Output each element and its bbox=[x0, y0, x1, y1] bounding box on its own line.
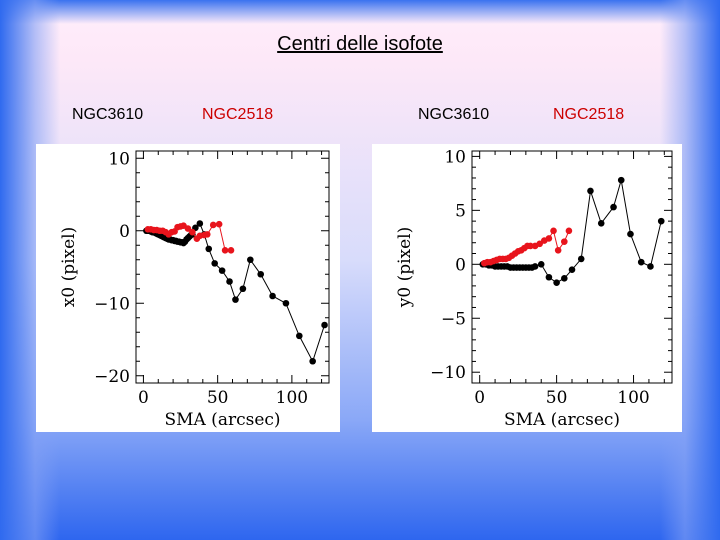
data-point-ngc3610 bbox=[218, 267, 226, 274]
data-point-ngc3610 bbox=[309, 357, 316, 365]
slide-title: Centri delle isofote bbox=[277, 33, 443, 55]
data-point-ngc2518 bbox=[215, 220, 223, 228]
series-line-ngc3610 bbox=[146, 222, 325, 363]
x-tick-label: 50 bbox=[546, 388, 568, 408]
data-point-ngc3610 bbox=[239, 285, 247, 293]
y-tick-label: −20 bbox=[94, 367, 130, 387]
data-point-ngc3610 bbox=[205, 245, 213, 253]
y-tick-label: 10 bbox=[108, 149, 130, 169]
data-point-ngc3610 bbox=[321, 321, 328, 329]
data-point-ngc2518 bbox=[561, 238, 568, 245]
x-tick-label: 100 bbox=[276, 388, 308, 408]
data-point-ngc3610 bbox=[196, 220, 204, 227]
y-tick-label: 0 bbox=[119, 222, 130, 242]
data-point-ngc2518 bbox=[554, 246, 562, 254]
data-point-ngc3610 bbox=[545, 273, 553, 281]
data-point-ngc3610 bbox=[282, 299, 290, 307]
data-point-ngc3610 bbox=[531, 263, 539, 270]
chart-panel-y0: 10 5 0 −5 −10 0 50 100 SMA (arcsec) y0 (pixel) bbox=[372, 144, 682, 432]
y-axis-label: y0 (pixel) bbox=[395, 227, 415, 309]
data-point-ngc3610 bbox=[561, 275, 568, 282]
data-point-ngc3610 bbox=[537, 261, 545, 268]
y-tick-label: −10 bbox=[94, 294, 130, 314]
x-tick-label: 0 bbox=[474, 388, 485, 408]
label-ngc3610-right: NGC3610 bbox=[418, 106, 490, 123]
data-point-ngc2518 bbox=[536, 240, 543, 248]
data-point-ngc3610 bbox=[627, 230, 634, 238]
data-point-ngc3610 bbox=[568, 266, 576, 273]
data-point-ngc2518 bbox=[565, 227, 573, 235]
y-tick-label: −10 bbox=[430, 363, 466, 383]
data-point-ngc2518 bbox=[227, 247, 235, 254]
x-axis-label: SMA (arcsec) bbox=[164, 410, 280, 430]
data-point-ngc3610 bbox=[553, 279, 560, 286]
data-point-ngc2518 bbox=[527, 242, 534, 250]
data-point-ngc3610 bbox=[269, 292, 276, 300]
x-tick-label: 50 bbox=[207, 388, 229, 408]
label-ngc2518-left: NGC2518 bbox=[202, 106, 274, 123]
data-point-ngc3610 bbox=[577, 255, 585, 263]
data-point-ngc3610 bbox=[247, 256, 254, 264]
plot-frame bbox=[135, 150, 330, 384]
data-point-ngc3610 bbox=[657, 217, 665, 225]
data-point-ngc3610 bbox=[647, 263, 654, 270]
x-tick-label: 100 bbox=[617, 388, 649, 408]
data-point-ngc2518 bbox=[184, 225, 192, 232]
data-point-ngc3610 bbox=[226, 278, 233, 285]
data-point-ngc2518 bbox=[209, 221, 217, 229]
label-ngc2518-right: NGC2518 bbox=[553, 106, 625, 123]
data-point-ngc2518 bbox=[189, 228, 196, 236]
x-axis-label: SMA (arcsec) bbox=[504, 410, 620, 430]
slide-frame-top bbox=[0, 0, 720, 24]
data-point-ngc3610 bbox=[587, 187, 594, 195]
label-ngc3610-left: NGC3610 bbox=[72, 106, 144, 123]
data-point-ngc3610 bbox=[637, 258, 645, 266]
data-point-ngc3610 bbox=[211, 260, 218, 267]
data-point-ngc3610 bbox=[617, 176, 625, 184]
data-point-ngc2518 bbox=[203, 231, 211, 238]
data-point-ngc2518 bbox=[550, 227, 557, 235]
y-tick-label: 5 bbox=[455, 201, 466, 221]
data-point-ngc3610 bbox=[257, 270, 265, 278]
data-point-ngc2518 bbox=[221, 247, 229, 254]
data-point-ngc3610 bbox=[232, 296, 239, 303]
y-tick-label: 0 bbox=[455, 255, 466, 275]
y-axis-label: x0 (pixel) bbox=[59, 227, 79, 307]
data-point-ngc3610 bbox=[296, 332, 303, 340]
data-point-ngc2518 bbox=[545, 235, 553, 242]
x-tick-label: 0 bbox=[138, 388, 149, 408]
data-point-ngc3610 bbox=[597, 219, 605, 227]
y-tick-label: 10 bbox=[444, 147, 466, 167]
chart-panel-x0: 10 0 −10 −20 0 50 100 SMA (arcsec) x0 (pixel) bbox=[36, 144, 340, 432]
y-tick-label: −5 bbox=[441, 309, 466, 329]
data-point-ngc3610 bbox=[610, 203, 617, 211]
